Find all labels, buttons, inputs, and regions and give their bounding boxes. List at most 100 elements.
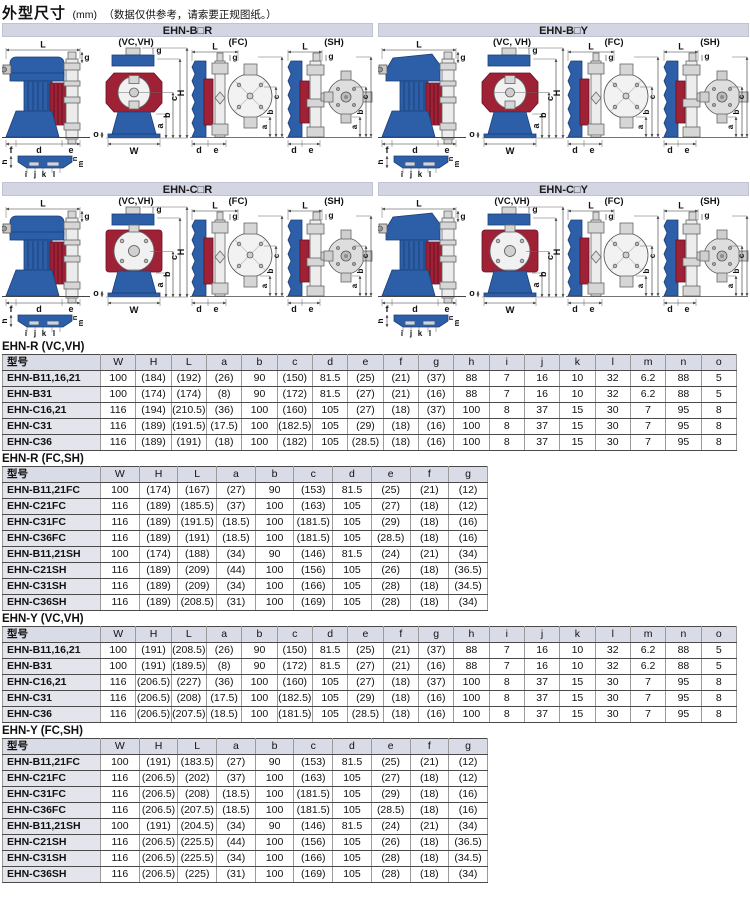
- value-cell: (12): [448, 498, 488, 515]
- model-cell: EHN-C36: [2, 706, 101, 723]
- table-row: EHN-C36 116 (189) (191) (18) 100 (182) 105 (28.5…: [2, 434, 738, 451]
- value-cell: (18): [382, 706, 419, 723]
- value-cell: (206.5): [138, 786, 179, 803]
- value-cell: 116: [99, 706, 137, 723]
- value-cell: (37): [417, 642, 455, 659]
- value-cell: (206.5): [135, 690, 172, 707]
- value-cell: (174): [138, 482, 179, 499]
- value-cell: (181.5): [293, 530, 334, 547]
- value-cell: 8: [488, 706, 525, 723]
- value-cell: (34): [448, 594, 488, 611]
- model-cell: EHN-C36SH: [2, 866, 101, 883]
- svg-text:k: k: [418, 170, 423, 179]
- svg-text:d: d: [667, 304, 673, 314]
- svg-text:o: o: [93, 129, 99, 139]
- column-header-h: h: [453, 354, 490, 371]
- value-cell: 10: [559, 658, 596, 675]
- model-cell: EHN-C36SH: [2, 594, 101, 611]
- value-cell: (16): [448, 530, 488, 547]
- diagram-panel-ehn-b-y: EHN-B□YLgfdehnmijkl(VC, VH)gWoabcH(FC)Lg…: [378, 23, 749, 180]
- value-cell: (160): [276, 674, 313, 691]
- value-cell: 100: [254, 514, 295, 531]
- value-cell: 30: [594, 674, 631, 691]
- value-cell: 30: [594, 402, 631, 419]
- value-cell: (34): [448, 866, 488, 883]
- value-cell: 100: [241, 706, 278, 723]
- svg-text:e: e: [308, 304, 313, 314]
- svg-text:k: k: [42, 170, 47, 179]
- title-unit: (mm): [72, 9, 97, 21]
- value-cell: (28.5): [347, 706, 384, 723]
- column-header-e: e: [347, 354, 384, 371]
- value-cell: (18): [409, 786, 450, 803]
- column-header-c: c: [293, 466, 334, 483]
- value-cell: (28): [370, 594, 411, 611]
- svg-text:W: W: [130, 146, 139, 157]
- value-cell: (174): [170, 386, 207, 403]
- value-cell: 16: [523, 386, 561, 403]
- value-cell: 5: [700, 386, 738, 403]
- value-cell: 37: [523, 706, 561, 723]
- value-cell: (29): [370, 514, 411, 531]
- column-header-L: L: [177, 738, 218, 755]
- value-cell: 88: [453, 642, 490, 659]
- svg-text:a: a: [260, 124, 269, 129]
- value-cell: (37): [417, 402, 455, 419]
- value-cell: 30: [594, 690, 631, 707]
- value-cell: (206.5): [138, 866, 179, 883]
- value-cell: 116: [100, 802, 140, 819]
- value-cell: 105: [311, 690, 349, 707]
- value-cell: (18): [382, 402, 419, 419]
- value-cell: (34): [216, 850, 256, 867]
- svg-text:e: e: [589, 145, 594, 155]
- column-header-d: d: [311, 354, 349, 371]
- value-cell: (37): [216, 498, 256, 515]
- svg-text:d: d: [36, 145, 42, 155]
- value-cell: 15: [559, 706, 596, 723]
- value-cell: (18.5): [216, 802, 256, 819]
- model-cell: EHN-C31FC: [2, 514, 101, 531]
- svg-text:c: c: [169, 255, 179, 260]
- svg-text:(FC): (FC): [605, 196, 624, 207]
- value-cell: 8: [700, 690, 738, 707]
- value-cell: (18): [409, 498, 450, 515]
- value-cell: 100: [100, 546, 140, 563]
- svg-text:a: a: [636, 283, 645, 288]
- value-cell: (34): [216, 578, 256, 595]
- value-cell: (174): [135, 386, 172, 403]
- value-cell: (16): [448, 802, 488, 819]
- table-row: EHN-C16,21 116 (206.5) (227) (36) 100 (160) 105…: [2, 674, 738, 691]
- model-cell: EHN-C31FC: [2, 786, 101, 803]
- value-cell: 7: [629, 674, 667, 691]
- table-row: EHN-C36 116 (206.5) (207.5) (18.5) 100 (181.5)…: [2, 706, 738, 723]
- value-cell: 116: [99, 674, 137, 691]
- svg-text:e: e: [213, 304, 218, 314]
- table-row: EHN-C36SH 116 (206.5) (225) (31) 100 (169) 105(…: [2, 866, 488, 883]
- value-cell: (189): [138, 562, 179, 579]
- svg-text:g: g: [84, 211, 89, 221]
- column-header-L: L: [170, 626, 207, 643]
- model-cell: EHN-C31SH: [2, 578, 101, 595]
- value-cell: (27): [216, 482, 256, 499]
- svg-text:h: h: [378, 318, 385, 323]
- column-header-H: H: [135, 626, 172, 643]
- value-cell: (36): [205, 402, 243, 419]
- column-header-g: g: [417, 626, 455, 643]
- value-cell: 100: [453, 674, 490, 691]
- column-header-model: 型号: [2, 626, 101, 643]
- value-cell: 32: [594, 642, 631, 659]
- value-cell: (18): [409, 834, 450, 851]
- value-cell: 105: [332, 498, 372, 515]
- value-cell: 16: [523, 642, 561, 659]
- svg-text:e: e: [308, 145, 313, 155]
- table-row: EHN-B11,21SH 100 (191) (204.5) (34) 90 (146) 81…: [2, 818, 488, 835]
- value-cell: 105: [332, 834, 372, 851]
- value-cell: 100: [453, 434, 490, 451]
- value-cell: (189.5): [170, 658, 207, 675]
- svg-text:b: b: [162, 271, 172, 277]
- value-cell: (189): [135, 434, 172, 451]
- value-cell: 88: [665, 658, 702, 675]
